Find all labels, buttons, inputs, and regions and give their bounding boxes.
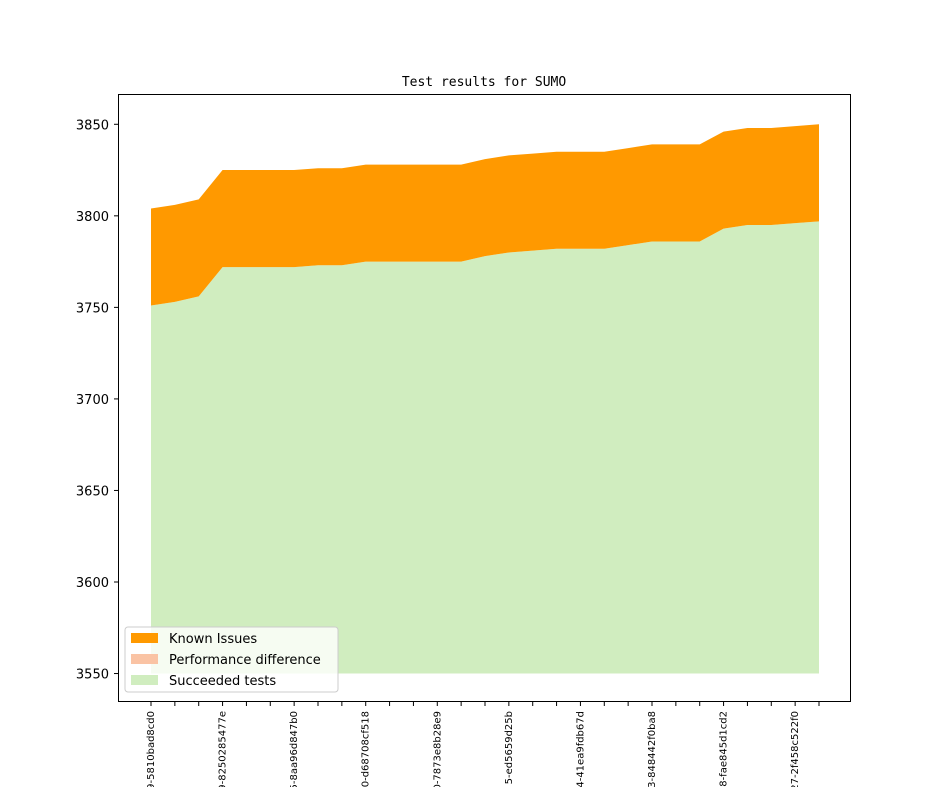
x-tick-label: 9-8250285477e	[218, 711, 229, 787]
legend-label: Performance difference	[169, 653, 321, 668]
legend-label: Known Issues	[169, 632, 257, 647]
y-tick-label: 3600	[76, 576, 109, 591]
legend-swatch	[131, 633, 158, 643]
x-tick-label: 27-2f458c522f0	[790, 711, 801, 787]
legend: Known Issues Performance difference Succee…	[124, 626, 339, 693]
y-tick-label: 3800	[76, 210, 109, 225]
y-tick-label: 3750	[76, 301, 109, 316]
legend-label: Succeeded tests	[169, 674, 276, 689]
x-tick-label: 5-8aa96d847b0	[289, 711, 300, 787]
axes: 3550 3600 3650 3700 3750 3800 3850 9-5810bad8cd…	[76, 118, 820, 787]
x-tick-label: 0-d68708cf518	[361, 711, 372, 787]
legend-box	[124, 626, 339, 693]
y-tick-label: 3650	[76, 484, 109, 499]
area-known-issues	[151, 124, 819, 306]
plot-area	[151, 124, 819, 674]
legend-swatch	[131, 654, 158, 664]
x-tick-label: 4-41ea9fdb67d	[575, 711, 586, 787]
x-tick-label: 9-5810bad8cd0	[146, 711, 157, 787]
x-tick-label: 3-848442f0ba8	[647, 711, 658, 787]
x-tick-label: 0-7873e8b28e9	[432, 711, 443, 787]
y-tick-label: 3850	[76, 118, 109, 133]
x-tick-label: 8-fae845d1cd2	[719, 711, 730, 787]
chart-title: Test results for SUMO	[402, 75, 567, 90]
x-tick-label: 5-ed5659d25b	[504, 711, 515, 784]
y-tick-label: 3700	[76, 393, 109, 408]
y-tick-label: 3550	[76, 668, 109, 683]
legend-swatch	[131, 675, 158, 685]
area-succeeded-tests	[151, 221, 819, 674]
